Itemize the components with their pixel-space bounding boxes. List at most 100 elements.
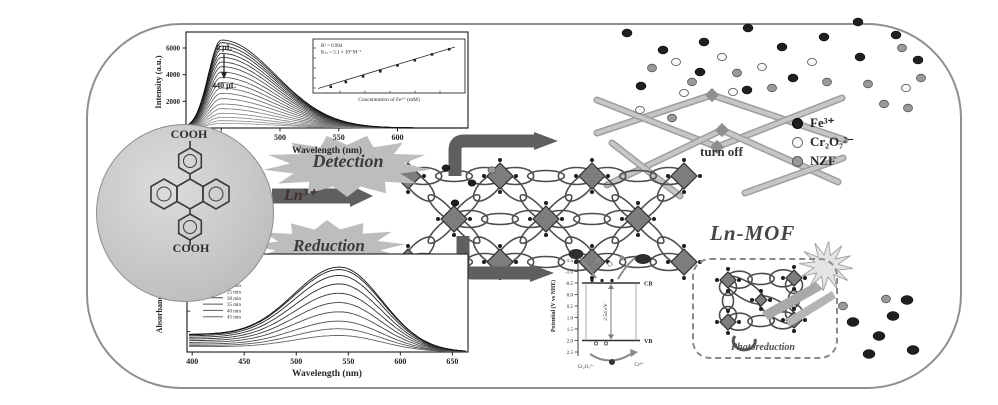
white-ion-dot — [635, 105, 645, 115]
gray-ion-dot — [732, 68, 742, 78]
svg-text:0.5: 0.5 — [567, 305, 574, 310]
light-ray — [762, 282, 823, 320]
energy-level-diagram: -1.5 -1.0 -0.5 0.0 0.5 1.0 1.5 2.0 2.5 Potential … — [550, 249, 652, 370]
photoreduction-mof-fragment — [715, 265, 807, 352]
svg-text:Cr₂O₇²⁻: Cr₂O₇²⁻ — [578, 364, 595, 370]
gray-ion-dot — [838, 301, 848, 311]
white-ion-dot — [757, 62, 767, 72]
gray-ion-dot — [863, 79, 873, 89]
legend-label: NZF — [810, 153, 836, 168]
gray-ion-dot — [487, 166, 497, 174]
black-ion-dot — [886, 311, 900, 321]
light-ray — [786, 291, 836, 327]
svg-text:550: 550 — [333, 133, 345, 142]
elbow-arrow-bottom-head — [530, 264, 554, 282]
black-ion-dot — [742, 23, 754, 33]
svg-text:30 min: 30 min — [227, 297, 242, 302]
black-ion-dot — [694, 67, 706, 77]
black-ion-dot — [441, 164, 451, 172]
black-dot-icon — [792, 117, 803, 129]
black-ion-dot — [787, 73, 799, 83]
svg-text:400: 400 — [186, 357, 198, 366]
svg-text:Kₛᵥ = 5.1 × 10³ M⁻¹: Kₛᵥ = 5.1 × 10³ M⁻¹ — [321, 50, 362, 56]
black-ion-dot — [872, 331, 886, 341]
ln-arrow-head — [350, 185, 373, 207]
svg-text:35 min: 35 min — [227, 303, 242, 308]
gray-ion-dot — [687, 77, 697, 87]
svg-text:550: 550 — [342, 357, 354, 366]
gray-ion-dot — [647, 63, 657, 73]
white-ion-dot — [717, 52, 727, 62]
gray-ion-dot — [903, 103, 913, 113]
black-ion-dot — [900, 295, 914, 305]
figure-rounded-border — [86, 23, 962, 389]
black-ion-dot — [621, 28, 633, 38]
svg-text:450: 450 — [238, 357, 250, 366]
svg-text:CB: CB — [644, 282, 652, 288]
detection-starburst — [263, 135, 431, 197]
svg-text:600: 600 — [392, 133, 404, 142]
legend-item: NZF — [792, 153, 854, 169]
svg-text:0.0: 0.0 — [567, 294, 574, 299]
svg-text:Wavelength (nm): Wavelength (nm) — [292, 145, 362, 156]
black-ion-dot — [890, 30, 902, 40]
white-ion-dot — [728, 87, 738, 97]
svg-text:4000: 4000 — [166, 71, 181, 79]
framework-rod-network — [593, 87, 849, 200]
absorbance-series — [189, 266, 466, 353]
svg-text:45 min: 45 min — [227, 316, 242, 321]
svg-text:2.0: 2.0 — [567, 340, 574, 345]
turn-off-label: turn off — [700, 144, 743, 159]
cooh-label-top: COOH — [170, 127, 208, 141]
fluorescence-series — [186, 39, 467, 129]
black-ion-dot — [818, 32, 830, 42]
photoreduction-dashed-box — [692, 258, 838, 359]
svg-text:1.5: 1.5 — [567, 328, 574, 333]
svg-text:-0.5: -0.5 — [565, 282, 573, 287]
black-ion-dot — [854, 52, 866, 62]
black-ion-dot — [912, 55, 924, 65]
gray-ion-dot — [881, 294, 891, 304]
legend-label: Cr₂O₇²⁻ — [810, 134, 854, 149]
ln-mof-label: Ln-MOF — [710, 221, 796, 245]
gray-ion-dot — [879, 99, 889, 109]
svg-text:440 μL: 440 μL — [212, 81, 236, 90]
black-ion-dot — [741, 85, 753, 95]
black-ion-dot — [862, 349, 876, 359]
svg-text:Wavelength (nm): Wavelength (nm) — [292, 368, 362, 379]
svg-text:0 μL: 0 μL — [216, 43, 232, 52]
ion-dots — [441, 17, 926, 359]
gray-ion-dot — [822, 77, 832, 87]
legend-item: Fe³⁺ — [792, 115, 854, 131]
white-ion-dot — [807, 57, 817, 67]
absorbance-chart: 400 450 500 550 600 650 Wavelength (nm) Absorba… — [155, 253, 469, 379]
black-ion-dot — [846, 317, 860, 327]
white-dot-icon — [792, 136, 803, 148]
svg-text:Intensity (a.u.): Intensity (a.u.) — [153, 55, 163, 108]
svg-text:Absorbance (a.u.): Absorbance (a.u.) — [155, 272, 164, 333]
black-ion-dot — [467, 179, 477, 187]
svg-text:2.5: 2.5 — [567, 351, 574, 356]
svg-text:Cr³⁺: Cr³⁺ — [634, 362, 643, 368]
svg-text:6000: 6000 — [166, 45, 181, 53]
gray-ion-dot — [667, 113, 677, 123]
svg-text:25 min: 25 min — [227, 291, 242, 296]
black-ion-dot — [450, 199, 460, 207]
detection-label: Detection — [312, 151, 384, 171]
gray-ion-dot — [916, 73, 926, 83]
svg-text:1.0: 1.0 — [567, 317, 574, 322]
reduction-label: Reduction — [293, 236, 365, 255]
white-ion-dot — [901, 83, 911, 93]
ligand-circle — [96, 124, 274, 302]
white-ion-dot — [679, 88, 689, 98]
svg-text:VB: VB — [644, 339, 652, 345]
svg-text:500: 500 — [290, 357, 302, 366]
elbow-arrow-top-head — [534, 132, 558, 150]
gray-dot-icon — [792, 155, 803, 167]
legend-label: Fe³⁺ — [810, 115, 835, 130]
svg-text:2.54 eV: 2.54 eV — [603, 303, 609, 320]
cooh-label-bottom: COOH — [172, 241, 210, 255]
svg-text:2000: 2000 — [166, 98, 181, 106]
